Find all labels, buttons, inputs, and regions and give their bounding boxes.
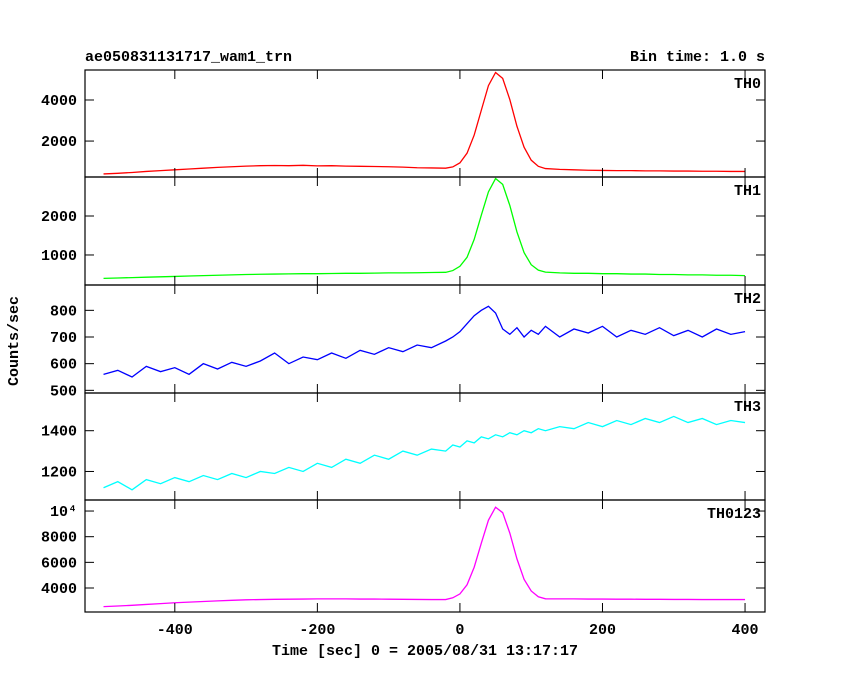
panel-frame: [84, 176, 766, 286]
y-tick-label: 600: [50, 357, 77, 374]
chart-title: ae050831131717_wam1_trn: [85, 49, 292, 66]
y-tick-label: 4000: [41, 581, 77, 598]
light-curve: [103, 177, 746, 280]
light-curve: [103, 71, 746, 175]
panel-frame: [84, 392, 766, 501]
y-tick-label: 1400: [41, 424, 77, 441]
y-tick-label: 2000: [41, 134, 77, 151]
y-tick-label: 4000: [41, 93, 77, 110]
y-tick-label: 10⁴: [50, 504, 77, 521]
x-tick-label: 0: [455, 622, 464, 639]
x-tick-label: -200: [299, 622, 335, 639]
y-axis-label: Counts/sec: [6, 296, 23, 386]
light-curve: [103, 305, 746, 378]
y-tick-label: 6000: [41, 555, 77, 572]
panel-frame: [84, 69, 766, 178]
y-tick-label: 500: [50, 383, 77, 400]
panel-label: TH0123: [707, 506, 761, 523]
panel-label: TH0: [734, 76, 761, 93]
panel-frame: [84, 284, 766, 394]
y-tick-label: 1200: [41, 464, 77, 481]
y-tick-label: 700: [50, 330, 77, 347]
panel-label: TH3: [734, 399, 761, 416]
y-tick-label: 1000: [41, 248, 77, 265]
bin-time: Bin time: 1.0 s: [630, 49, 765, 66]
light-curve: [103, 506, 746, 608]
x-tick-label: 200: [589, 622, 616, 639]
y-tick-label: 2000: [41, 209, 77, 226]
x-axis-label: Time [sec] 0 = 2005/08/31 13:17:17: [272, 643, 578, 660]
panel-label: TH1: [734, 183, 761, 200]
y-tick-label: 800: [50, 303, 77, 320]
panel-label: TH2: [734, 291, 761, 308]
panel-frame: [84, 499, 766, 613]
light-curve: [103, 415, 746, 491]
x-tick-label: -400: [157, 622, 193, 639]
x-tick-label: 400: [732, 622, 759, 639]
y-tick-label: 8000: [41, 530, 77, 547]
